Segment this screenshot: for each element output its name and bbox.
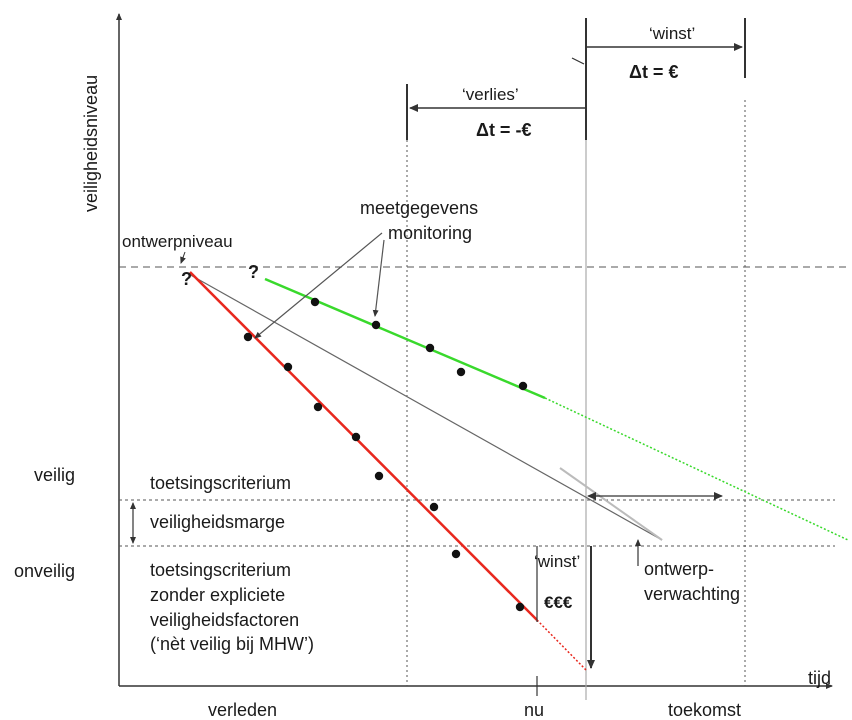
design-expectation-line-faded: [559, 467, 663, 541]
x-tick-past: verleden: [208, 700, 277, 720]
data-point: [310, 297, 320, 307]
red-trend-extension: [536, 619, 587, 671]
data-point: [371, 320, 381, 330]
green-trend-extension: [544, 397, 849, 541]
data-point: [518, 381, 528, 391]
x-tick-future: toekomst: [668, 700, 741, 720]
red-trend-line: [189, 271, 538, 621]
data-point: [374, 471, 384, 481]
data-point: [283, 362, 293, 372]
callout-red: [254, 232, 383, 339]
gain-tick: [571, 57, 585, 65]
measurements-label-1: meetgegevens: [360, 198, 478, 218]
gain-bottom-label: ‘winst’: [534, 552, 580, 571]
design-expectation-line: [186, 272, 663, 541]
red-data-points: [243, 332, 525, 612]
safety-margin-label: veiligheidsmarge: [150, 512, 285, 532]
y-tick-safe: veilig: [34, 465, 75, 485]
design-level-label: ontwerpniveau: [122, 232, 233, 251]
question-mark-green: ?: [248, 262, 259, 282]
x-axis-label: tijd: [808, 668, 831, 688]
data-point: [429, 502, 439, 512]
gain-top-formula: Δt = €: [629, 62, 678, 82]
data-point: [243, 332, 253, 342]
data-point: [313, 402, 323, 412]
green-trend-line: [264, 277, 546, 400]
data-point: [425, 343, 435, 353]
criterion-no-factors-2: zonder expliciete: [150, 585, 285, 605]
design-level-pointer: [180, 251, 186, 264]
data-point: [515, 602, 525, 612]
y-axis-label: veiligheidsniveau: [81, 75, 101, 212]
criterion-label: toetsingscriterium: [150, 473, 291, 493]
criterion-no-factors-3: veiligheidsfactoren: [150, 610, 299, 630]
measurements-label-2: monitoring: [388, 223, 472, 243]
loss-top-label: ‘verlies’: [462, 85, 519, 104]
design-expectation-1: ontwerp-: [644, 559, 714, 579]
data-point: [351, 432, 361, 442]
data-point: [456, 367, 466, 377]
design-expectation-2: verwachting: [644, 584, 740, 604]
loss-top-formula: Δt = -€: [476, 120, 531, 140]
gain-top-label: ‘winst’: [649, 24, 695, 43]
criterion-no-factors-4: (‘nèt veilig bij MHW’): [150, 634, 314, 654]
y-tick-unsafe: onveilig: [14, 561, 75, 581]
callout-green: [372, 239, 385, 317]
criterion-no-factors-1: toetsingscriterium: [150, 560, 291, 580]
x-tick-now: nu: [524, 700, 544, 720]
gain-bottom-money: €€€: [544, 593, 573, 612]
green-data-points: [310, 297, 528, 391]
data-point: [451, 549, 461, 559]
question-mark-red: ?: [181, 269, 192, 289]
